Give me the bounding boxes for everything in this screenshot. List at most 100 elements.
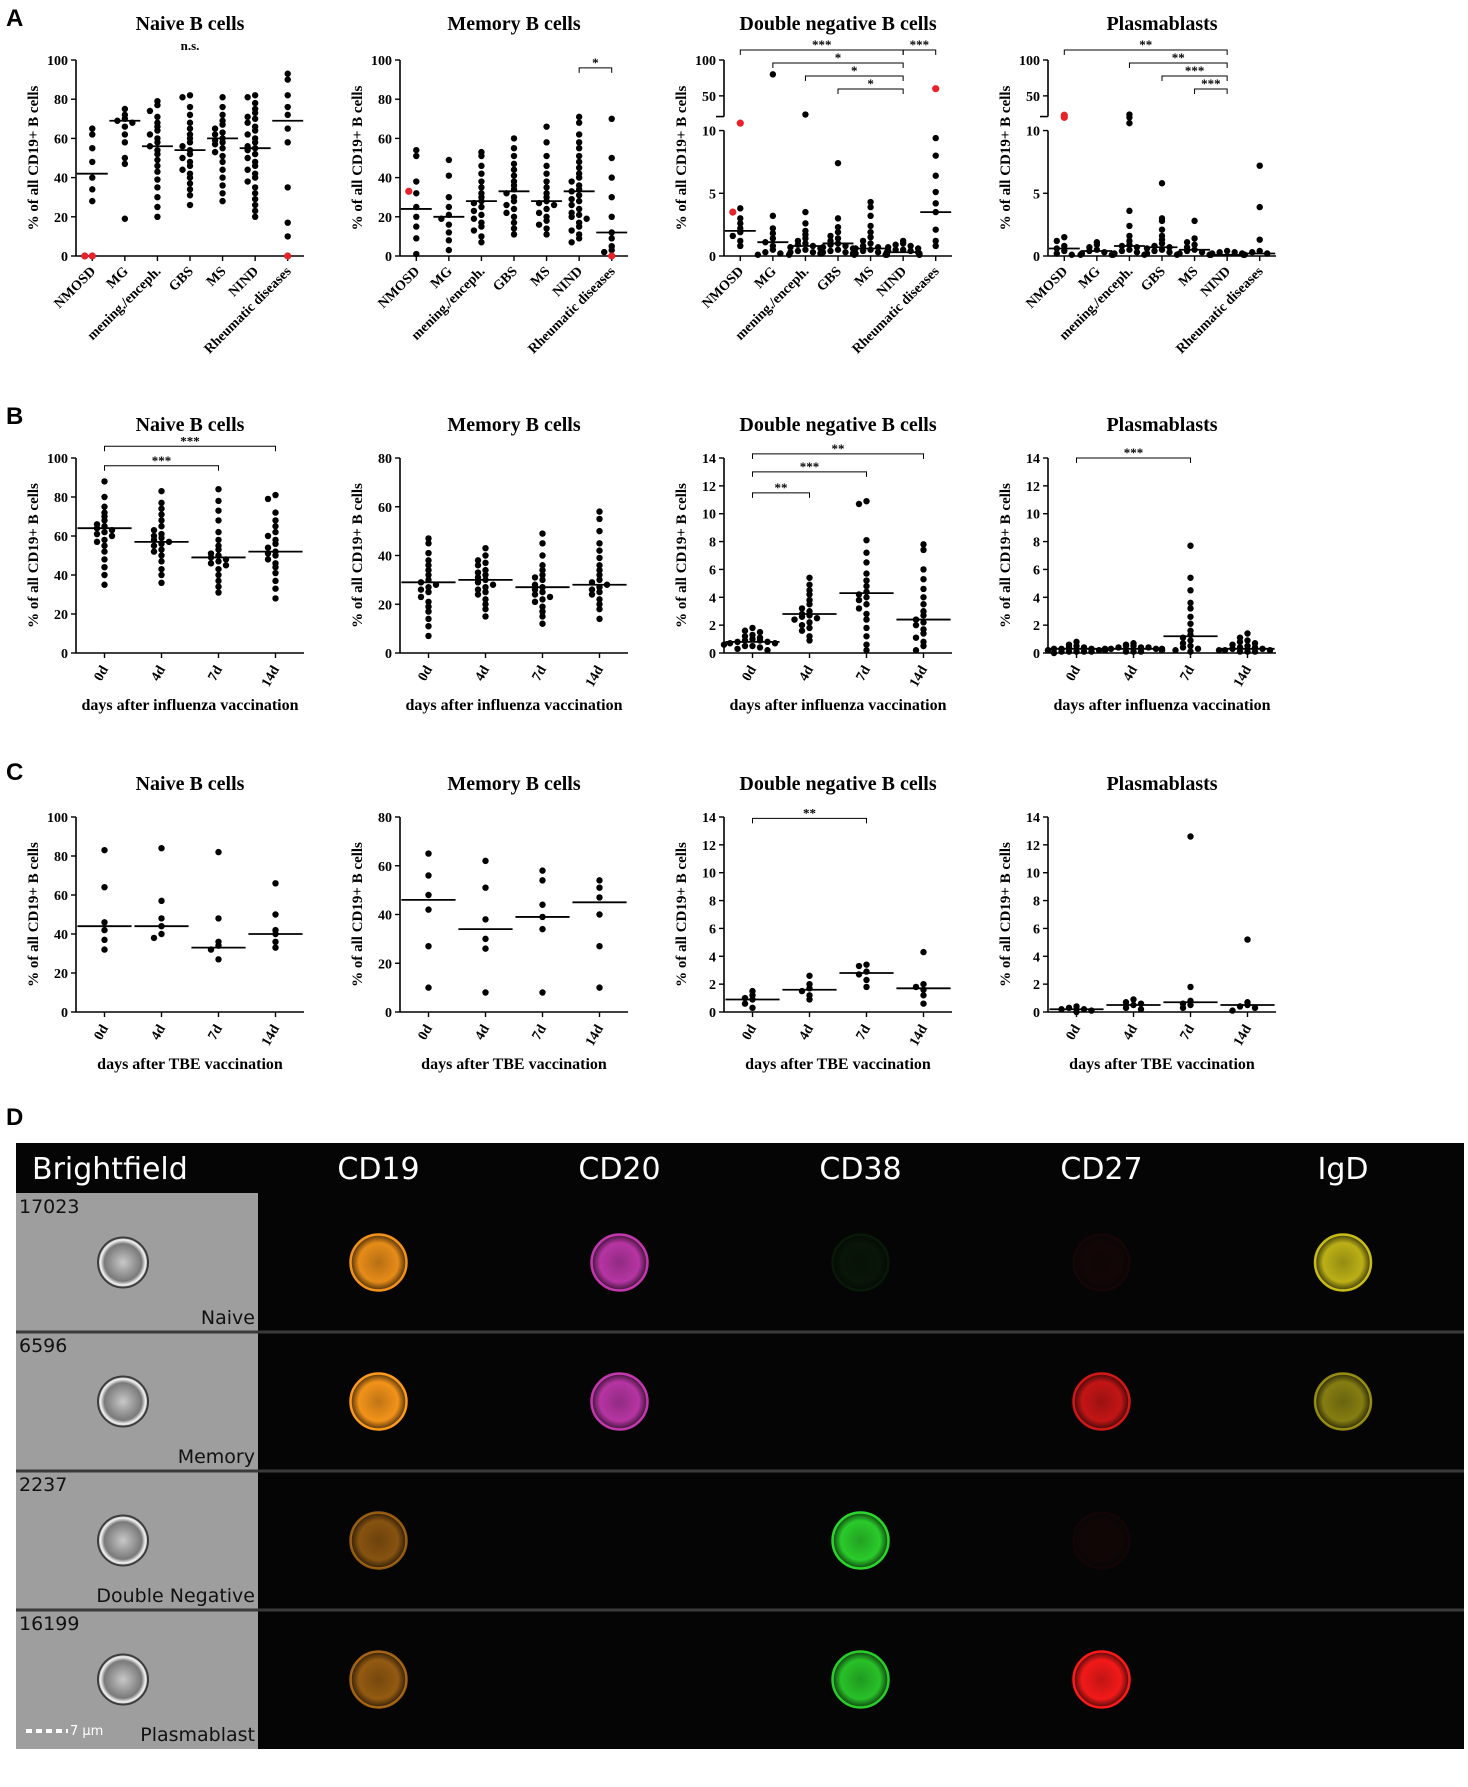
data-point xyxy=(150,934,158,942)
data-point xyxy=(588,586,596,593)
data-point xyxy=(101,936,108,944)
data-point xyxy=(482,544,489,552)
data-point xyxy=(101,926,108,934)
y-tick-label: 100 xyxy=(47,452,68,467)
data-point xyxy=(489,581,497,588)
significance-label: *** xyxy=(1185,63,1205,78)
y-tick-label: 12 xyxy=(702,480,716,495)
y-tick-label: 80 xyxy=(378,93,392,108)
data-point xyxy=(101,493,108,501)
significance-label: ** xyxy=(1139,37,1152,52)
data-point xyxy=(482,596,489,603)
data-point xyxy=(737,205,744,212)
data-point xyxy=(474,557,482,564)
data-point xyxy=(251,174,259,181)
x-tick-label: GBS xyxy=(1138,264,1169,295)
data-point xyxy=(219,94,226,101)
data-point xyxy=(867,233,874,241)
data-point xyxy=(510,160,518,168)
data-point xyxy=(425,615,432,623)
data-point xyxy=(1166,249,1173,256)
series-3 xyxy=(498,135,530,238)
series-3 xyxy=(248,491,303,602)
data-point xyxy=(863,616,870,623)
data-point xyxy=(186,103,194,111)
data-point xyxy=(510,197,518,205)
data-point xyxy=(608,213,615,220)
data-point xyxy=(867,198,874,206)
channel-header-cd19: CD19 xyxy=(337,1152,419,1187)
data-point xyxy=(575,152,583,160)
imaging-panel: Brightfield CD19 CD20 CD38 CD27 IgD 17023 Naive… xyxy=(16,1143,1464,1749)
series-0 xyxy=(77,478,132,588)
data-point xyxy=(806,637,813,644)
significance-bracket: * xyxy=(837,76,904,94)
series-0 xyxy=(401,850,456,991)
significance-bracket: * xyxy=(804,63,904,81)
data-point xyxy=(264,556,272,563)
data-point xyxy=(186,174,194,181)
data-point xyxy=(1256,236,1263,243)
y-axis-label: % of all CD19+ B cells xyxy=(350,483,366,628)
data-point xyxy=(920,601,927,608)
data-point xyxy=(596,877,603,884)
data-point xyxy=(89,197,96,205)
y-tick-label: 0 xyxy=(709,250,716,265)
series-4 xyxy=(852,198,889,258)
data-point xyxy=(1126,246,1133,253)
series-2 xyxy=(515,867,570,996)
data-point xyxy=(920,546,927,554)
data-point xyxy=(158,571,165,579)
series-5 xyxy=(563,113,595,246)
data-point xyxy=(251,92,259,99)
x-tick-label: 7d xyxy=(206,1022,226,1042)
x-tick-label: 4d xyxy=(797,663,817,683)
data-point xyxy=(899,246,907,253)
data-point xyxy=(1187,648,1194,655)
data-point xyxy=(251,99,259,107)
data-point xyxy=(543,152,550,160)
data-point xyxy=(899,240,907,247)
chart-b1: Naive B cells 0 20 40 60 80 100 % of all CD19+ … xyxy=(26,414,304,714)
y-axis-label: % of all CD19+ B cells xyxy=(674,842,690,987)
x-tick-label: 4d xyxy=(149,1022,169,1042)
data-point xyxy=(251,162,259,170)
data-point xyxy=(539,925,546,933)
significance-bracket: ** xyxy=(752,441,924,459)
x-tick-label: 4d xyxy=(1121,663,1141,683)
data-point xyxy=(1244,630,1251,637)
data-point xyxy=(121,139,129,146)
series-1 xyxy=(109,105,141,222)
cell-id: 2237 xyxy=(19,1474,67,1496)
data-point xyxy=(1093,246,1101,253)
data-point xyxy=(834,159,842,167)
data-point xyxy=(284,184,291,191)
series-4 xyxy=(1176,217,1213,258)
x-tick-label: 7d xyxy=(206,663,226,683)
data-point xyxy=(539,620,546,627)
data-point xyxy=(1093,241,1101,248)
y-tick-label: 80 xyxy=(378,452,392,467)
y-tick-label: 8 xyxy=(709,895,716,910)
data-point xyxy=(154,113,161,121)
significance-label: *** xyxy=(812,37,832,52)
x-tick-label: NMOSD xyxy=(1024,264,1071,311)
data-point xyxy=(154,213,161,220)
data-point-highlight xyxy=(284,252,292,260)
data-point xyxy=(543,123,550,130)
data-point xyxy=(1187,1001,1194,1009)
x-tick-label: 14d xyxy=(1231,663,1255,690)
fluorescence-cell-cd20 xyxy=(590,1372,649,1431)
fluorescence-cell-cd20 xyxy=(590,1233,649,1292)
data-point xyxy=(539,608,546,615)
data-point xyxy=(154,150,161,158)
data-point xyxy=(121,123,129,130)
data-point xyxy=(219,174,226,181)
x-tick-label: 7d xyxy=(854,1022,874,1042)
imaging-row-naive: 17023 Naive xyxy=(19,1196,1373,1329)
data-point xyxy=(932,200,939,207)
y-tick-label: 100 xyxy=(695,54,716,69)
y-tick-label: 8 xyxy=(1033,536,1040,551)
y-axis-label: % of all CD19+ B cells xyxy=(26,85,42,230)
data-point xyxy=(186,139,194,146)
